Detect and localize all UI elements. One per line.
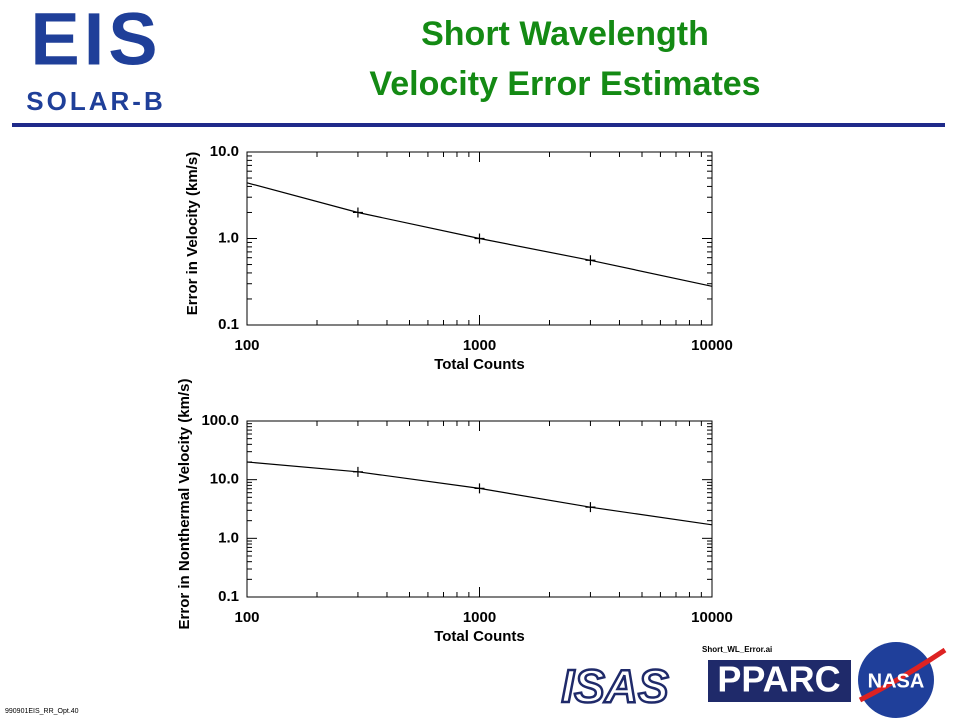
charts: 100 1000 10000 0.1 1.0 10.0 Total Counts Error …: [176, 143, 733, 645]
sponsor-swoosh: [858, 647, 947, 703]
data-marker: [585, 502, 596, 513]
sponsor-logo: PPARC: [717, 659, 840, 700]
data-marker: [352, 207, 363, 218]
sponsor-box: [708, 660, 851, 702]
title-line: Velocity Error Estimates: [369, 65, 760, 103]
y-tick-label: 10.0: [210, 143, 239, 160]
y-tick-label: 10.0: [210, 471, 239, 488]
data-marker: [585, 255, 596, 266]
x-tick-label: 100: [234, 337, 259, 354]
x-tick-label: 1000: [463, 337, 496, 354]
y-axis-label: Error in Velocity (km/s): [184, 152, 201, 315]
x-tick-label: 10000: [691, 609, 733, 626]
data-marker: [474, 233, 485, 244]
logo-sub: SOLAR-B: [26, 86, 165, 116]
x-tick-label: 100: [234, 609, 259, 626]
y-tick-label: 1.0: [218, 229, 239, 246]
y-tick-label: 100.0: [201, 412, 239, 429]
header-rule: [12, 123, 945, 127]
sponsor-logo: NASA: [868, 670, 925, 692]
footer: 990901EIS_RR_Opt.40: [5, 708, 79, 715]
data-marker: [352, 466, 363, 477]
x-axis-label: Total Counts: [434, 628, 525, 645]
logo-name: EIS: [30, 0, 161, 81]
y-tick-label: 0.1: [218, 316, 239, 333]
sponsor-logo: ISAS: [561, 660, 669, 712]
y-axis-label: Error in Nonthermal Velocity (km/s): [176, 379, 193, 630]
x-axis-label: Total Counts: [434, 356, 525, 373]
title-line: Short Wavelength: [421, 15, 709, 53]
plot-frame: [246, 420, 713, 598]
file-label: Short_WL_Error.ai: [702, 645, 772, 654]
y-tick-label: 0.1: [218, 588, 239, 605]
data-marker: [474, 483, 485, 494]
x-tick-label: 10000: [691, 337, 733, 354]
data-line: [246, 461, 713, 526]
y-tick-label: 1.0: [218, 529, 239, 546]
x-tick-label: 1000: [463, 609, 496, 626]
